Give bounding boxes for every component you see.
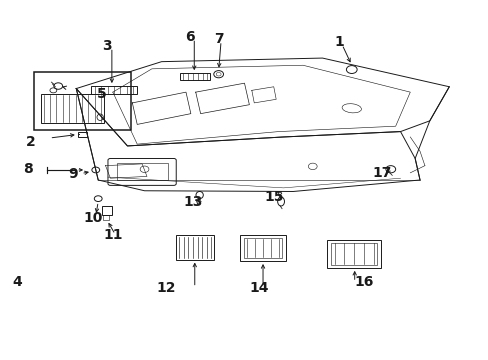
Bar <box>103 215 109 220</box>
Bar <box>34 72 131 130</box>
Bar <box>327 240 380 268</box>
Text: 2: 2 <box>26 135 36 149</box>
Text: 11: 11 <box>103 228 122 242</box>
Bar <box>330 243 376 265</box>
Text: 5: 5 <box>97 87 107 101</box>
Text: 17: 17 <box>371 166 391 180</box>
Bar <box>41 94 104 123</box>
Text: 13: 13 <box>183 194 203 208</box>
Text: 15: 15 <box>264 190 283 204</box>
Text: 6: 6 <box>184 30 194 44</box>
Bar <box>78 132 87 137</box>
Text: 3: 3 <box>102 39 112 53</box>
Text: 12: 12 <box>157 280 176 294</box>
Text: 14: 14 <box>249 281 268 295</box>
Bar <box>117 163 167 180</box>
Text: 8: 8 <box>22 162 32 176</box>
Bar <box>239 235 285 261</box>
Bar <box>180 73 210 80</box>
Bar <box>102 206 112 215</box>
Text: 10: 10 <box>83 211 103 225</box>
Text: 4: 4 <box>12 275 22 289</box>
Text: 9: 9 <box>68 167 78 181</box>
Bar <box>91 86 137 94</box>
Bar <box>243 238 282 258</box>
Bar <box>176 235 214 260</box>
Text: 7: 7 <box>214 32 224 46</box>
Text: 1: 1 <box>334 35 344 49</box>
Text: 16: 16 <box>353 275 373 289</box>
